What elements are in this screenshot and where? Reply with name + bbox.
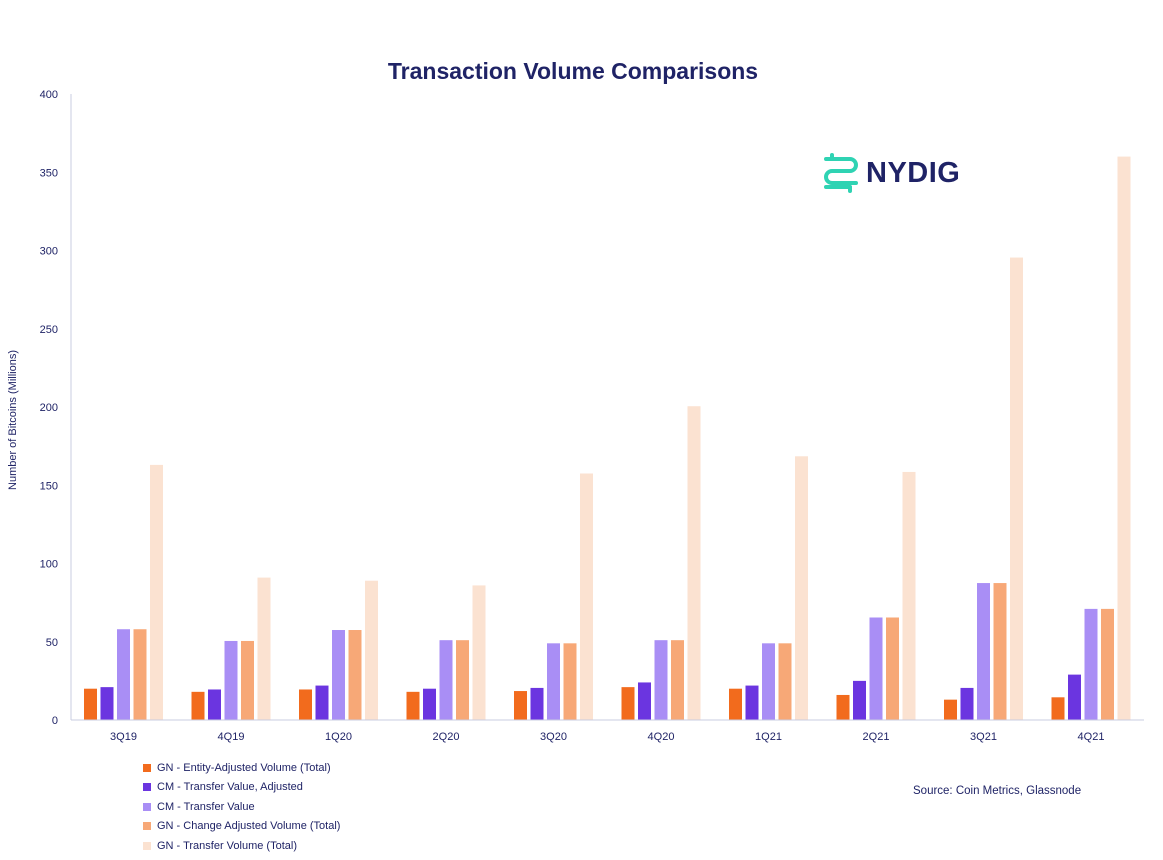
bar xyxy=(1051,697,1065,720)
bar xyxy=(257,577,271,720)
y-tick-label: 250 xyxy=(40,324,58,336)
bar xyxy=(208,689,221,720)
legend-item: GN - Entity-Adjusted Volume (Total) xyxy=(143,758,340,778)
bar xyxy=(150,464,163,720)
bar xyxy=(729,688,742,720)
bar xyxy=(224,640,238,720)
legend-item: CM - Transfer Value, Adjusted xyxy=(143,778,340,798)
bar xyxy=(315,685,329,720)
legend-label: CM - Transfer Value xyxy=(157,800,255,813)
legend-swatch xyxy=(143,763,151,772)
legend-label: GN - Transfer Volume (Total) xyxy=(157,839,297,852)
bar xyxy=(456,640,469,720)
bar xyxy=(869,617,883,720)
chart-title: Transaction Volume Comparisons xyxy=(387,58,759,84)
bar xyxy=(745,685,759,720)
bar xyxy=(84,688,97,720)
bar xyxy=(241,640,254,720)
bar xyxy=(654,640,668,720)
bar xyxy=(530,687,544,720)
legend-label: CM - Transfer Value, Adjusted xyxy=(157,781,303,794)
nydig-logo: NYDIG xyxy=(822,153,960,193)
legend-item: GN - Change Adjusted Volume (Total) xyxy=(143,817,340,837)
bar xyxy=(836,694,850,720)
bar xyxy=(795,456,808,720)
bar xyxy=(1010,257,1023,720)
legend-item: CM - Transfer Value xyxy=(143,797,340,817)
legend-label: GN - Entity-Adjusted Volume (Total) xyxy=(157,761,331,774)
legend-swatch xyxy=(143,802,151,811)
y-tick-label: 400 xyxy=(40,89,58,101)
x-tick-label: 4Q21 xyxy=(1078,731,1105,743)
x-tick-label: 3Q21 xyxy=(970,731,997,743)
bar xyxy=(762,643,775,720)
bar xyxy=(944,699,957,720)
y-tick-label: 50 xyxy=(46,637,58,649)
bar xyxy=(563,643,577,720)
bar xyxy=(332,630,345,720)
legend-swatch xyxy=(143,841,151,850)
x-tick-label: 4Q19 xyxy=(218,731,245,743)
legend-item: GN - Transfer Volume (Total) xyxy=(143,836,340,856)
bar xyxy=(638,682,651,720)
bar xyxy=(1084,608,1098,720)
legend-swatch xyxy=(143,783,151,792)
x-tick-label: 2Q21 xyxy=(863,731,890,743)
bar xyxy=(960,687,974,720)
x-tick-label: 3Q20 xyxy=(540,731,567,743)
bar xyxy=(778,643,792,720)
bar xyxy=(993,583,1007,720)
bar xyxy=(1068,674,1081,720)
bar xyxy=(580,473,593,720)
bars xyxy=(84,156,1131,721)
x-tick-label: 4Q20 xyxy=(648,731,675,743)
x-axis-ticks: 3Q19 4Q19 1Q20 2Q20 3Q20 4Q20 1Q21 2Q21 3Q21 4Q21 xyxy=(110,731,1104,743)
bar xyxy=(977,583,990,720)
bar xyxy=(1117,156,1131,721)
logo-text: NYDIG xyxy=(866,156,961,189)
bar xyxy=(902,471,916,720)
y-tick-label: 100 xyxy=(40,559,58,571)
bar xyxy=(299,689,312,720)
bar xyxy=(439,640,453,720)
bar xyxy=(133,629,147,720)
bar xyxy=(687,406,701,720)
y-tick-label: 300 xyxy=(40,246,58,258)
legend-swatch xyxy=(143,822,151,831)
x-tick-label: 2Q20 xyxy=(433,731,460,743)
bar xyxy=(348,630,362,720)
nydig-logo-icon xyxy=(824,153,858,193)
bar xyxy=(514,691,527,720)
bar xyxy=(191,691,205,720)
bar xyxy=(671,640,684,720)
x-tick-label: 1Q21 xyxy=(755,731,782,743)
bar xyxy=(423,688,436,720)
bar xyxy=(621,687,635,720)
y-axis-ticks: 0 50 100 150 200 250 300 350 400 xyxy=(40,89,58,727)
bar xyxy=(886,617,899,720)
bar xyxy=(406,691,420,720)
bar xyxy=(117,629,130,720)
y-tick-label: 0 xyxy=(52,715,58,727)
legend-label: GN - Change Adjusted Volume (Total) xyxy=(157,820,341,833)
x-tick-label: 3Q19 xyxy=(110,731,137,743)
y-tick-label: 350 xyxy=(40,167,58,179)
legend: GN - Entity-Adjusted Volume (Total) CM - … xyxy=(143,758,340,856)
y-tick-label: 200 xyxy=(40,402,58,414)
bar xyxy=(100,687,114,720)
bar xyxy=(547,643,560,720)
bar xyxy=(1101,608,1114,720)
bar xyxy=(472,585,486,720)
bar xyxy=(365,580,378,720)
x-tick-label: 1Q20 xyxy=(325,731,352,743)
bar xyxy=(853,680,866,720)
y-tick-label: 150 xyxy=(40,480,58,492)
source-note: Source: Coin Metrics, Glassnode xyxy=(913,785,1082,797)
